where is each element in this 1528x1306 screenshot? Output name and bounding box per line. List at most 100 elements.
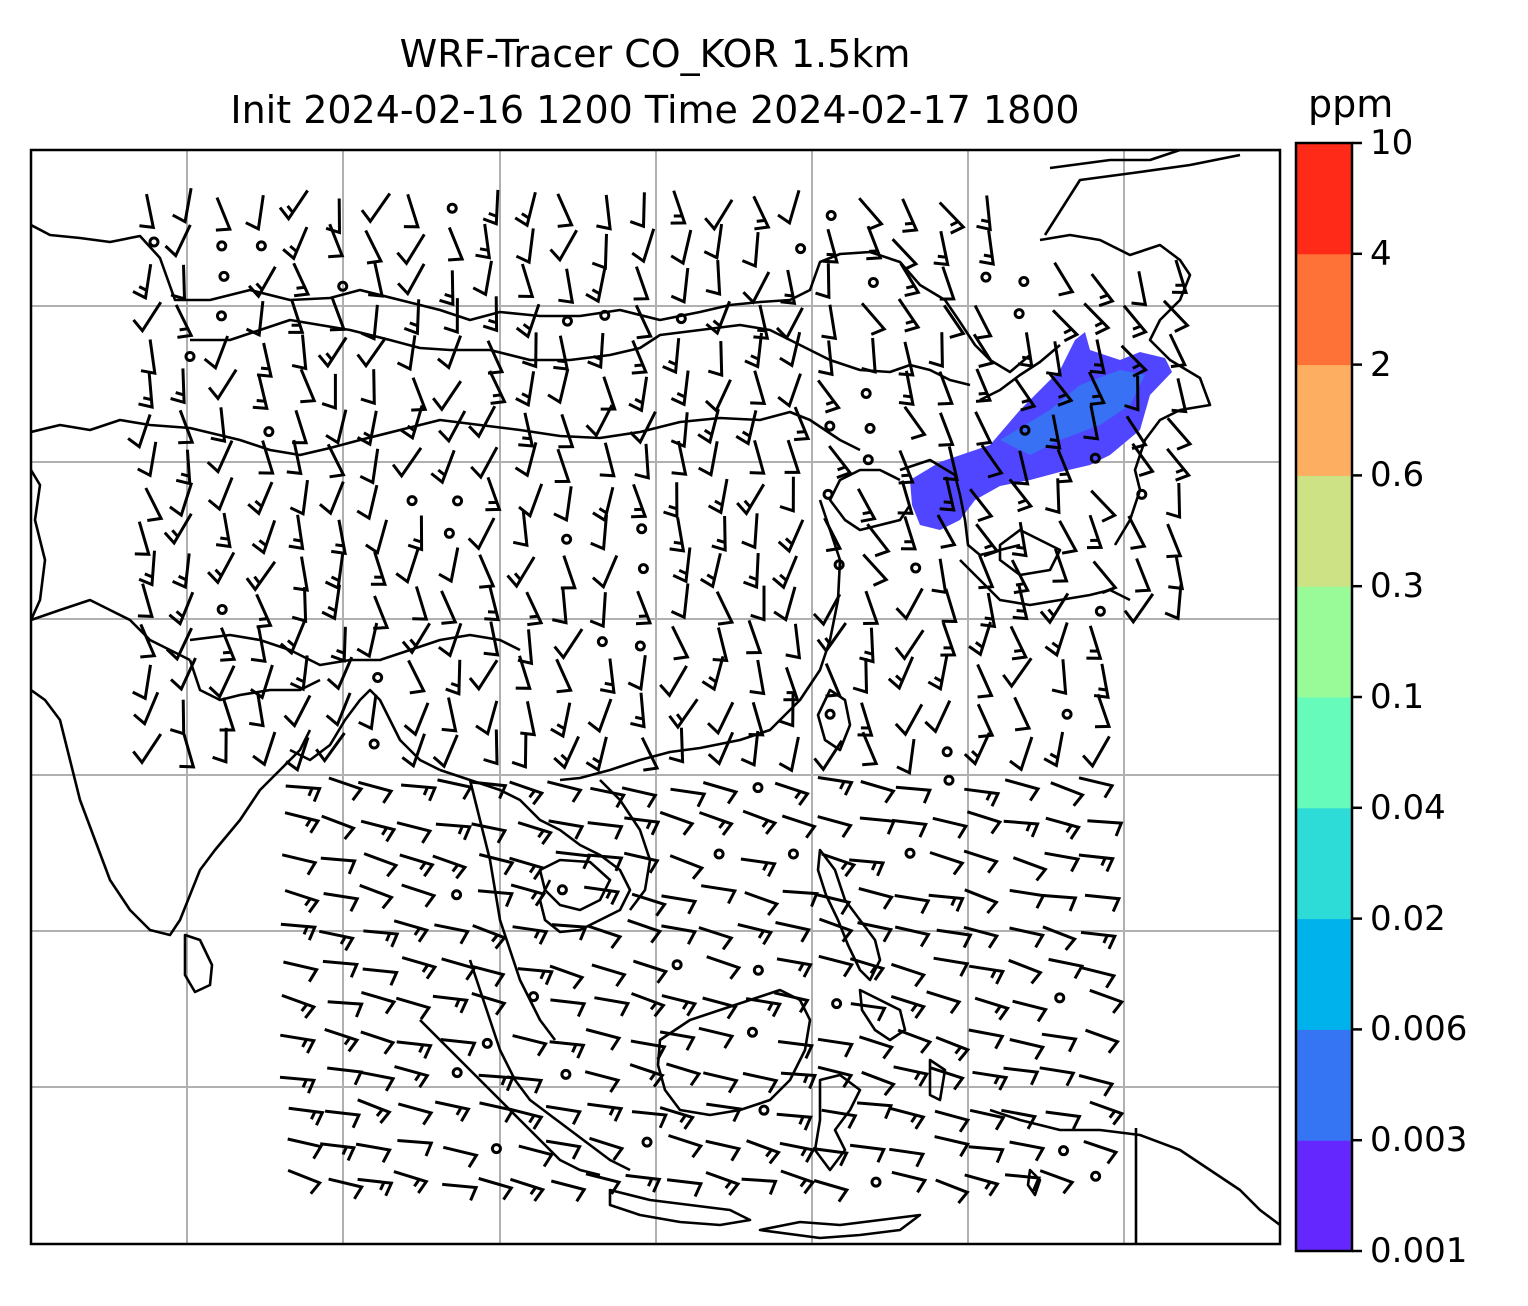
wind-barb [1087, 819, 1124, 837]
calm-wind-marker [904, 847, 916, 859]
wind-barb [631, 339, 648, 375]
wind-barb [247, 265, 277, 299]
wind-barb [359, 448, 380, 485]
wind-barb [670, 229, 693, 266]
colorbar-bin [1296, 1029, 1352, 1141]
wind-barb [391, 447, 423, 479]
wind-barb [438, 547, 460, 584]
wind-barb [592, 486, 615, 523]
wind-barb [512, 1034, 548, 1057]
wind-barb [976, 703, 995, 739]
wind-barb [252, 731, 277, 767]
wind-barb [506, 556, 536, 589]
wind-barb [515, 303, 541, 339]
wind-barb [285, 736, 310, 773]
calm-wind-marker [641, 1136, 653, 1148]
wind-barb [780, 269, 797, 306]
wind-barb [932, 816, 969, 839]
wind-barb [1127, 515, 1147, 550]
calm-wind-marker [560, 1068, 572, 1080]
wind-barb [169, 699, 186, 736]
wind-barb [364, 229, 384, 265]
wind-barb [553, 735, 580, 770]
wind-barb [358, 694, 378, 731]
wind-barb [368, 262, 385, 298]
wind-barb [132, 664, 152, 701]
calm-wind-marker [833, 559, 845, 571]
wind-barb [326, 656, 354, 691]
wind-barb [629, 411, 657, 445]
wind-barb [858, 887, 894, 910]
wind-barb [511, 732, 528, 769]
wind-barb [850, 1002, 887, 1022]
wind-barb [775, 921, 812, 943]
wind-barb [627, 655, 647, 692]
wind-barb [1012, 999, 1048, 1023]
wind-barb [401, 883, 437, 908]
wind-barb [775, 307, 804, 341]
wind-barb [968, 621, 992, 657]
wind-barb [745, 997, 782, 1018]
wind-barb [587, 1102, 624, 1122]
wind-barb [746, 619, 763, 655]
wind-barb [894, 629, 925, 662]
wind-barb [210, 407, 227, 443]
wind-barb [891, 238, 919, 272]
wind-barb [860, 302, 887, 336]
wind-barb [893, 1065, 930, 1087]
wind-barb [740, 857, 777, 878]
wind-barb [432, 854, 468, 880]
wind-barb [291, 334, 308, 371]
calm-wind-marker [216, 603, 228, 615]
wind-barb [599, 658, 616, 695]
wind-barb [287, 1169, 323, 1195]
wind-barb [437, 778, 474, 801]
wind-barb [715, 590, 735, 626]
wind-barb [702, 781, 739, 805]
colorbar-bin [1296, 586, 1352, 698]
wind-barb [669, 517, 686, 553]
wind-barb [1009, 736, 1034, 772]
wind-barb [980, 444, 1004, 479]
wind-barb [545, 1139, 582, 1160]
wind-barb [778, 691, 795, 728]
wind-barb [403, 299, 421, 336]
wind-barb [824, 663, 842, 698]
wind-barb [547, 780, 583, 803]
wind-barb [169, 657, 197, 692]
wind-barb [742, 553, 760, 590]
wind-barb [291, 587, 308, 624]
wind-barb [927, 655, 949, 692]
wind-barb [704, 199, 734, 232]
wind-barb [550, 998, 587, 1018]
wind-barb [397, 263, 426, 297]
wind-barb [1090, 273, 1115, 308]
wind-barb [587, 821, 624, 840]
wind-barb [356, 622, 379, 659]
wind-barb [549, 964, 585, 990]
wind-barb [525, 591, 544, 627]
wind-barb [1168, 333, 1188, 369]
wind-barb [547, 368, 570, 405]
wind-barb [521, 332, 538, 369]
wind-barb [900, 515, 918, 551]
wind-barb [178, 409, 195, 445]
wind-barb [627, 918, 663, 944]
wind-barb [356, 337, 387, 369]
wind-barb [901, 198, 919, 233]
calm-wind-marker [561, 533, 573, 545]
wind-barb [360, 304, 379, 341]
wind-barb [144, 487, 164, 522]
wind-barb [512, 511, 529, 548]
wind-barb [1086, 514, 1104, 550]
wind-barb [828, 445, 853, 480]
wind-barb [1090, 489, 1118, 523]
calm-wind-marker [831, 998, 843, 1010]
wind-barb [711, 515, 727, 553]
wind-barb [974, 996, 1011, 1021]
wind-barb [127, 414, 152, 450]
calm-wind-marker [867, 276, 879, 288]
calm-wind-marker [862, 454, 874, 466]
wind-barb [817, 815, 853, 839]
